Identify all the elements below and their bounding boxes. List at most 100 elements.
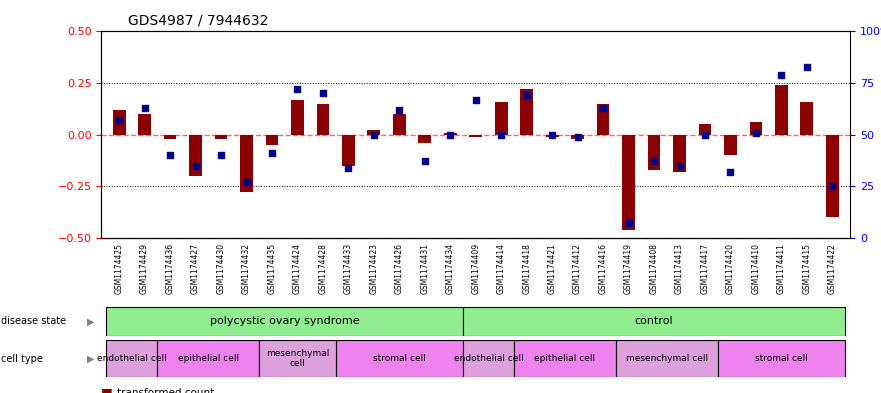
Point xyxy=(163,152,177,158)
Bar xyxy=(107,340,158,377)
Point xyxy=(494,131,508,138)
Bar xyxy=(801,101,813,134)
Text: GSM1174408: GSM1174408 xyxy=(649,243,658,294)
Text: polycystic ovary syndrome: polycystic ovary syndrome xyxy=(210,316,359,326)
Bar xyxy=(470,134,482,137)
Bar xyxy=(107,307,463,336)
Point xyxy=(392,107,406,113)
Text: GDS4987 / 7944632: GDS4987 / 7944632 xyxy=(128,13,268,28)
Text: GSM1174436: GSM1174436 xyxy=(166,243,174,294)
Text: mesenchymal cell: mesenchymal cell xyxy=(626,354,707,363)
Text: endothelial cell: endothelial cell xyxy=(97,354,167,363)
Text: ▶: ▶ xyxy=(86,354,94,364)
Text: control: control xyxy=(634,316,673,326)
Point xyxy=(214,152,228,158)
Point xyxy=(341,164,355,171)
Bar xyxy=(342,134,355,165)
Bar xyxy=(367,130,381,134)
Text: GSM1174419: GSM1174419 xyxy=(624,243,633,294)
Text: GSM1174435: GSM1174435 xyxy=(268,243,277,294)
Text: epithelial cell: epithelial cell xyxy=(178,354,239,363)
Text: GSM1174415: GSM1174415 xyxy=(803,243,811,294)
Bar xyxy=(622,134,635,230)
Text: stromal cell: stromal cell xyxy=(755,354,808,363)
Bar xyxy=(113,110,125,134)
Text: GSM1174429: GSM1174429 xyxy=(140,243,149,294)
Bar xyxy=(775,85,788,134)
Point xyxy=(596,105,611,111)
Text: GSM1174424: GSM1174424 xyxy=(293,243,302,294)
Bar xyxy=(673,134,686,172)
Bar xyxy=(616,340,718,377)
Text: GSM1174433: GSM1174433 xyxy=(344,243,353,294)
Point xyxy=(571,134,585,140)
Text: GSM1174427: GSM1174427 xyxy=(191,243,200,294)
Text: GSM1174409: GSM1174409 xyxy=(471,243,480,294)
Text: GSM1174423: GSM1174423 xyxy=(369,243,378,294)
Point xyxy=(520,92,534,99)
Bar xyxy=(241,134,253,192)
Bar xyxy=(546,134,559,137)
Bar xyxy=(596,104,610,134)
Bar xyxy=(724,134,737,155)
Text: GSM1174428: GSM1174428 xyxy=(318,243,328,294)
Bar xyxy=(418,134,431,143)
Text: ■: ■ xyxy=(101,386,113,393)
Text: GSM1174410: GSM1174410 xyxy=(751,243,760,294)
Text: epithelial cell: epithelial cell xyxy=(534,354,596,363)
Text: mesenchymal
cell: mesenchymal cell xyxy=(266,349,329,368)
Text: GSM1174411: GSM1174411 xyxy=(777,243,786,294)
Point xyxy=(698,131,712,138)
Text: GSM1174420: GSM1174420 xyxy=(726,243,735,294)
Text: endothelial cell: endothelial cell xyxy=(454,354,523,363)
Point xyxy=(825,183,840,189)
Point xyxy=(418,158,432,165)
Point xyxy=(265,150,279,156)
Point xyxy=(137,105,152,111)
Bar xyxy=(444,132,456,134)
Point xyxy=(621,220,635,226)
Point xyxy=(469,96,483,103)
Text: ▶: ▶ xyxy=(86,316,94,326)
Bar xyxy=(826,134,839,217)
Text: GSM1174434: GSM1174434 xyxy=(446,243,455,294)
Point xyxy=(774,72,788,78)
Bar xyxy=(164,134,176,139)
Bar xyxy=(215,134,227,139)
Bar xyxy=(259,340,336,377)
Bar xyxy=(291,99,304,134)
Bar xyxy=(571,134,584,139)
Bar xyxy=(463,340,514,377)
Text: GSM1174416: GSM1174416 xyxy=(598,243,608,294)
Bar xyxy=(189,134,202,176)
Text: GSM1174418: GSM1174418 xyxy=(522,243,531,294)
Point xyxy=(545,131,559,138)
Point xyxy=(647,158,661,165)
Text: GSM1174426: GSM1174426 xyxy=(395,243,403,294)
Point xyxy=(316,90,330,96)
Bar xyxy=(495,101,507,134)
Bar xyxy=(463,307,845,336)
Point xyxy=(800,63,814,70)
Bar xyxy=(514,340,616,377)
Bar xyxy=(138,114,151,134)
Bar xyxy=(699,124,711,134)
Text: GSM1174414: GSM1174414 xyxy=(497,243,506,294)
Text: GSM1174421: GSM1174421 xyxy=(548,243,557,294)
Text: GSM1174432: GSM1174432 xyxy=(242,243,251,294)
Bar xyxy=(393,114,405,134)
Text: GSM1174413: GSM1174413 xyxy=(675,243,684,294)
Point xyxy=(291,86,305,92)
Point xyxy=(366,131,381,138)
Text: GSM1174422: GSM1174422 xyxy=(828,243,837,294)
Bar xyxy=(158,340,259,377)
Bar xyxy=(718,340,845,377)
Bar xyxy=(521,89,533,134)
Bar xyxy=(316,104,329,134)
Bar xyxy=(648,134,661,170)
Text: GSM1174412: GSM1174412 xyxy=(574,243,582,294)
Text: stromal cell: stromal cell xyxy=(373,354,426,363)
Bar xyxy=(336,340,463,377)
Text: GSM1174417: GSM1174417 xyxy=(700,243,709,294)
Text: GSM1174430: GSM1174430 xyxy=(217,243,226,294)
